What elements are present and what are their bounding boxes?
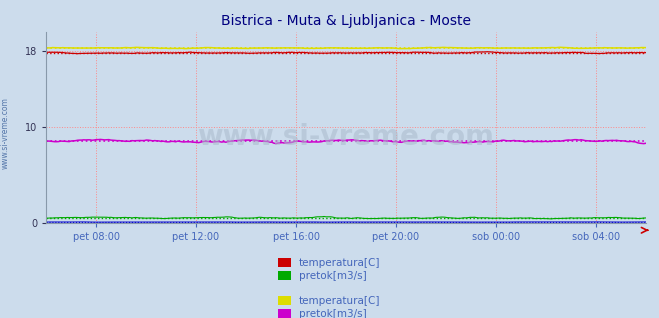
Text: www.si-vreme.com: www.si-vreme.com [1, 98, 10, 169]
Legend: temperatura[C], pretok[m3/s]: temperatura[C], pretok[m3/s] [278, 296, 381, 318]
Text: www.si-vreme.com: www.si-vreme.com [198, 123, 494, 151]
Title: Bistrica - Muta & Ljubljanica - Moste: Bistrica - Muta & Ljubljanica - Moste [221, 14, 471, 28]
Legend: temperatura[C], pretok[m3/s]: temperatura[C], pretok[m3/s] [278, 258, 381, 281]
